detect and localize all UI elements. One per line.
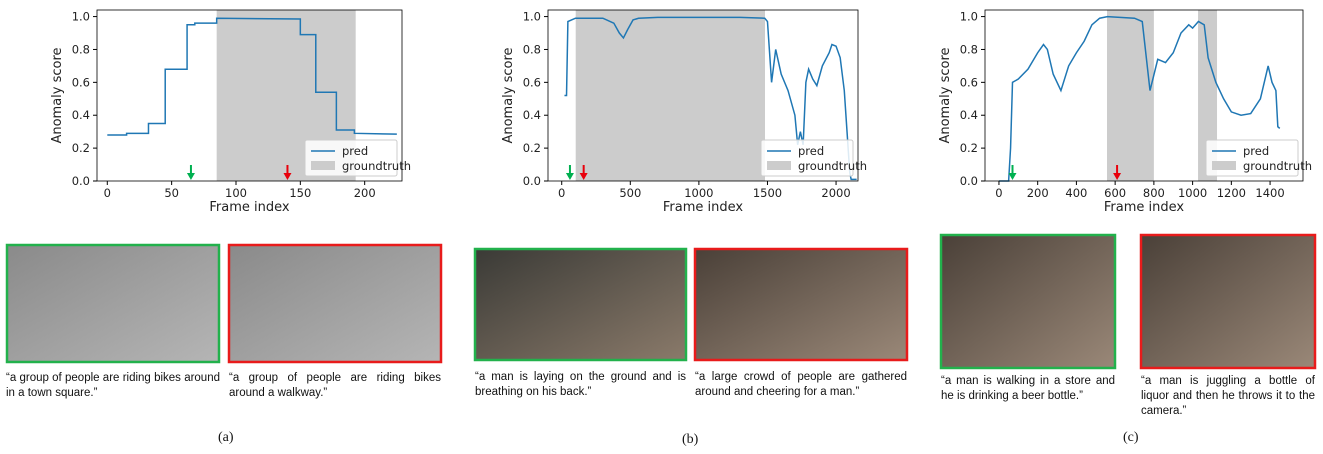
legend-label: pred	[1243, 144, 1269, 158]
y-tick-label: 0.4	[72, 108, 90, 122]
x-tick-label: 0	[104, 186, 111, 200]
page: {"chart_data": [ {"type": "line", "x_lab…	[0, 0, 1323, 454]
y-tick-label: 1.0	[960, 10, 978, 24]
legend-patch	[311, 161, 335, 170]
x-tick-label: 1000	[1178, 186, 1207, 200]
legend-label: groundtruth	[342, 159, 411, 173]
video-frame	[941, 235, 1115, 368]
y-tick-label: 0.8	[960, 42, 978, 56]
x-tick-label: 600	[1104, 186, 1126, 200]
y-tick-label: 1.0	[72, 10, 90, 24]
y-tick-label: 0.0	[523, 174, 541, 188]
x-tick-label: 100	[225, 186, 247, 200]
x-tick-label: 0	[558, 186, 565, 200]
y-tick-label: 0.2	[960, 141, 978, 155]
legend-label: pred	[342, 144, 368, 158]
x-tick-label: 500	[619, 186, 641, 200]
y-tick-label: 0.6	[960, 75, 978, 89]
y-tick-label: 1.0	[523, 10, 541, 24]
x-tick-label: 0	[995, 186, 1002, 200]
x-tick-label: 1000	[684, 186, 713, 200]
legend-label: groundtruth	[798, 159, 867, 173]
legend-patch	[1212, 161, 1236, 170]
y-tick-label: 0.8	[523, 42, 541, 56]
frame-caption: “a man is walking in a store and he is d…	[941, 374, 1115, 404]
panel-label: (a)	[218, 430, 234, 446]
y-tick-label: 0.4	[960, 108, 978, 122]
x-tick-label: 50	[164, 186, 179, 200]
y-tick-label: 0.6	[72, 75, 90, 89]
video-frame	[695, 249, 907, 360]
x-axis-label: Frame index	[209, 200, 290, 215]
video-frame	[1141, 235, 1315, 368]
frame-arrow	[566, 165, 574, 180]
y-axis-label: Anomaly score	[501, 47, 516, 143]
video-frame	[7, 245, 219, 362]
y-tick-label: 0.2	[72, 141, 90, 155]
x-tick-label: 200	[354, 186, 376, 200]
y-axis-label: Anomaly score	[50, 47, 65, 143]
x-tick-label: 150	[289, 186, 311, 200]
panel-label: (b)	[682, 432, 698, 448]
frame-arrow	[187, 165, 195, 180]
y-tick-label: 0.0	[960, 174, 978, 188]
y-tick-label: 0.8	[72, 42, 90, 56]
frame-caption: “a man is laying on the ground and is br…	[475, 370, 686, 400]
frame-caption: “a man is juggling a bottle of liquor an…	[1141, 374, 1315, 419]
x-tick-label: 2000	[821, 186, 850, 200]
frame-caption: “a large crowd of people are gathered ar…	[695, 370, 907, 400]
frame-caption: “a group of people are riding bikes arou…	[229, 371, 441, 401]
y-tick-label: 0.2	[523, 141, 541, 155]
x-tick-label: 400	[1065, 186, 1087, 200]
y-tick-label: 0.6	[523, 75, 541, 89]
arrow-head	[1009, 173, 1017, 180]
y-tick-label: 0.4	[523, 108, 541, 122]
x-tick-label: 200	[1027, 186, 1049, 200]
y-axis-label: Anomaly score	[938, 47, 953, 143]
groundtruth-span	[576, 10, 765, 181]
x-tick-label: 1200	[1217, 186, 1246, 200]
arrow-head	[187, 173, 195, 180]
x-tick-label: 800	[1143, 186, 1165, 200]
x-tick-label: 1400	[1255, 186, 1284, 200]
x-axis-label: Frame index	[1104, 200, 1185, 215]
arrow-head	[566, 173, 574, 180]
panel-label: (c)	[1123, 430, 1139, 446]
x-tick-label: 1500	[753, 186, 782, 200]
frame-caption: “a group of people are riding bikes arou…	[6, 371, 220, 401]
legend-patch	[767, 161, 791, 170]
groundtruth-span	[1107, 10, 1154, 181]
legend-label: groundtruth	[1243, 159, 1312, 173]
video-frame	[475, 249, 686, 360]
video-frame	[229, 245, 441, 362]
y-tick-label: 0.0	[72, 174, 90, 188]
legend-label: pred	[798, 144, 824, 158]
x-axis-label: Frame index	[663, 200, 744, 215]
